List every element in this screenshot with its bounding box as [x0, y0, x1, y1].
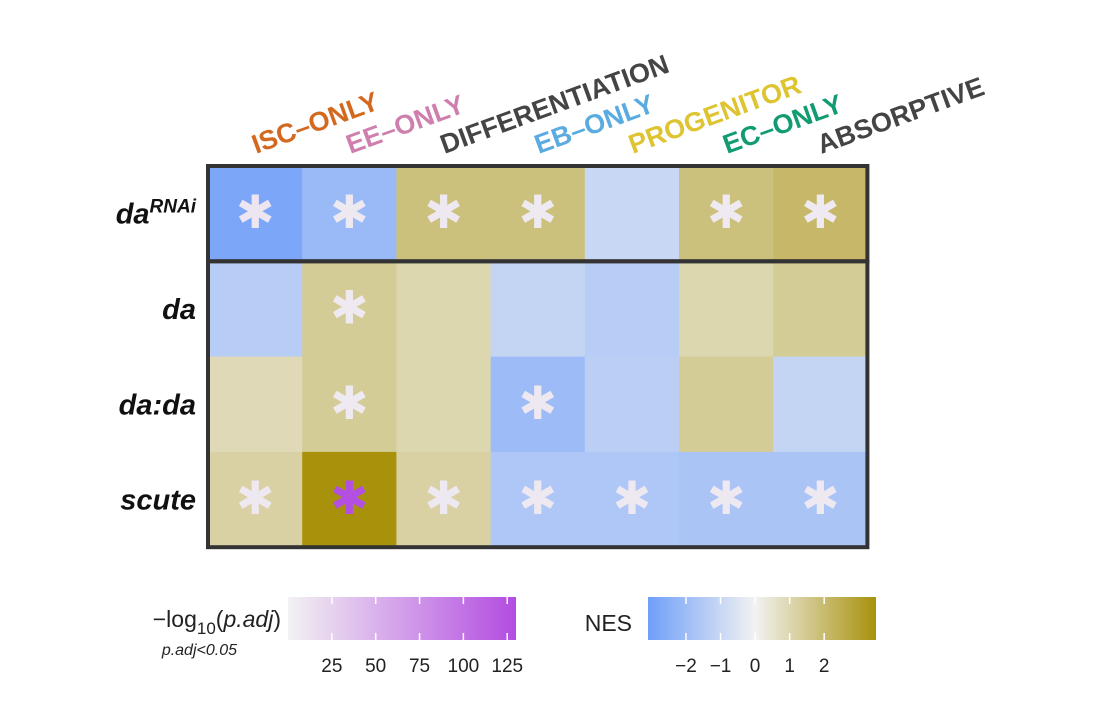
- heatmap-cell: [396, 356, 492, 453]
- significance-star: ✱: [518, 376, 557, 430]
- heatmap-cell: [679, 451, 774, 548]
- heatmap-cell: [679, 166, 774, 262]
- heatmap-cell: [302, 261, 397, 358]
- heatmap-cell: [490, 356, 586, 453]
- bottom-block-frame: [206, 259, 870, 550]
- heatmap-cell: [208, 451, 303, 548]
- nes-tick-label: 1: [784, 656, 795, 677]
- heatmap-cell: [396, 451, 492, 548]
- nes-colorbar: [648, 597, 876, 640]
- padj-tick-label: 75: [409, 656, 430, 677]
- heatmap-cell: [396, 166, 492, 262]
- significance-star: ✱: [518, 471, 557, 525]
- row-label: da:da: [119, 389, 196, 421]
- heatmap-cell: [490, 261, 586, 358]
- row-labels: daRNAi da da:da scute: [116, 197, 197, 517]
- heatmap-cell: [208, 166, 303, 262]
- significance-star: ✱: [330, 280, 369, 334]
- significance-star: ✱: [236, 185, 275, 239]
- padj-legend-subtitle: p.adj<0.05: [161, 642, 237, 659]
- significance-star: ✱: [613, 471, 652, 525]
- significance-star: ✱: [801, 185, 840, 239]
- heatmap-cell: [396, 261, 492, 358]
- nes-legend: NES −2 −1 0 1 2: [585, 597, 876, 677]
- heatmap-cell: [584, 451, 680, 548]
- significance-star: ✱: [518, 185, 557, 239]
- padj-tick-label: 50: [365, 656, 386, 677]
- padj-legend: −log10(p.adj) p.adj<0.05 25 50 75 100 125: [153, 597, 523, 677]
- significance-star: ✱: [424, 471, 463, 525]
- significance-star: ✱: [330, 471, 369, 525]
- row-label: daRNAi: [116, 197, 197, 231]
- significance-star: ✱: [707, 471, 746, 525]
- significance-star: ✱: [236, 471, 275, 525]
- heatmap-cell: [490, 166, 586, 262]
- heatmap-cells: [208, 166, 868, 548]
- nes-tick-label: −2: [675, 656, 697, 677]
- heatmap-cell: [773, 261, 868, 358]
- heatmap-cell: [584, 356, 680, 453]
- row-label: da: [162, 294, 196, 326]
- heatmap-cell: [773, 451, 868, 548]
- heatmap-frames: [206, 164, 870, 550]
- significance-star: ✱: [330, 376, 369, 430]
- heatmap-cell: [584, 166, 680, 262]
- row-label: scute: [120, 485, 196, 517]
- padj-tick-label: 100: [448, 656, 480, 677]
- nes-legend-title: NES: [585, 610, 632, 636]
- heatmap-cell: [302, 451, 397, 548]
- heatmap-cell: [773, 166, 868, 262]
- heatmap-cell: [679, 261, 774, 358]
- column-labels: ISC–ONLYEE–ONLYDIFFERENTIATIONEB–ONLYPRO…: [248, 49, 988, 160]
- nes-tick-label: 2: [819, 656, 830, 677]
- significance-star: ✱: [801, 471, 840, 525]
- heatmap-cell: [302, 356, 397, 453]
- significance-star: ✱: [707, 185, 746, 239]
- padj-tick-label: 25: [321, 656, 342, 677]
- significance-star: ✱: [424, 185, 463, 239]
- significance-stars: ✱ ✱ ✱ ✱ ✱ ✱ ✱ ✱ ✱ ✱ ✱ ✱ ✱ ✱ ✱ ✱: [236, 185, 840, 525]
- heatmap-cell: [773, 356, 868, 453]
- padj-colorbar: [288, 597, 516, 640]
- heatmap-cell: [208, 261, 303, 358]
- heatmap-cell: [208, 356, 303, 453]
- heatmap-cell: [490, 451, 586, 548]
- nes-tick-label: −1: [710, 656, 732, 677]
- padj-legend-title: −log10(p.adj): [153, 606, 281, 638]
- significance-star: ✱: [330, 185, 369, 239]
- heatmap-cell: [584, 261, 680, 358]
- nes-tick-label: 0: [750, 656, 761, 677]
- padj-tick-label: 125: [491, 656, 523, 677]
- heatmap-cell: [302, 166, 397, 262]
- heatmap-cell: [679, 356, 774, 453]
